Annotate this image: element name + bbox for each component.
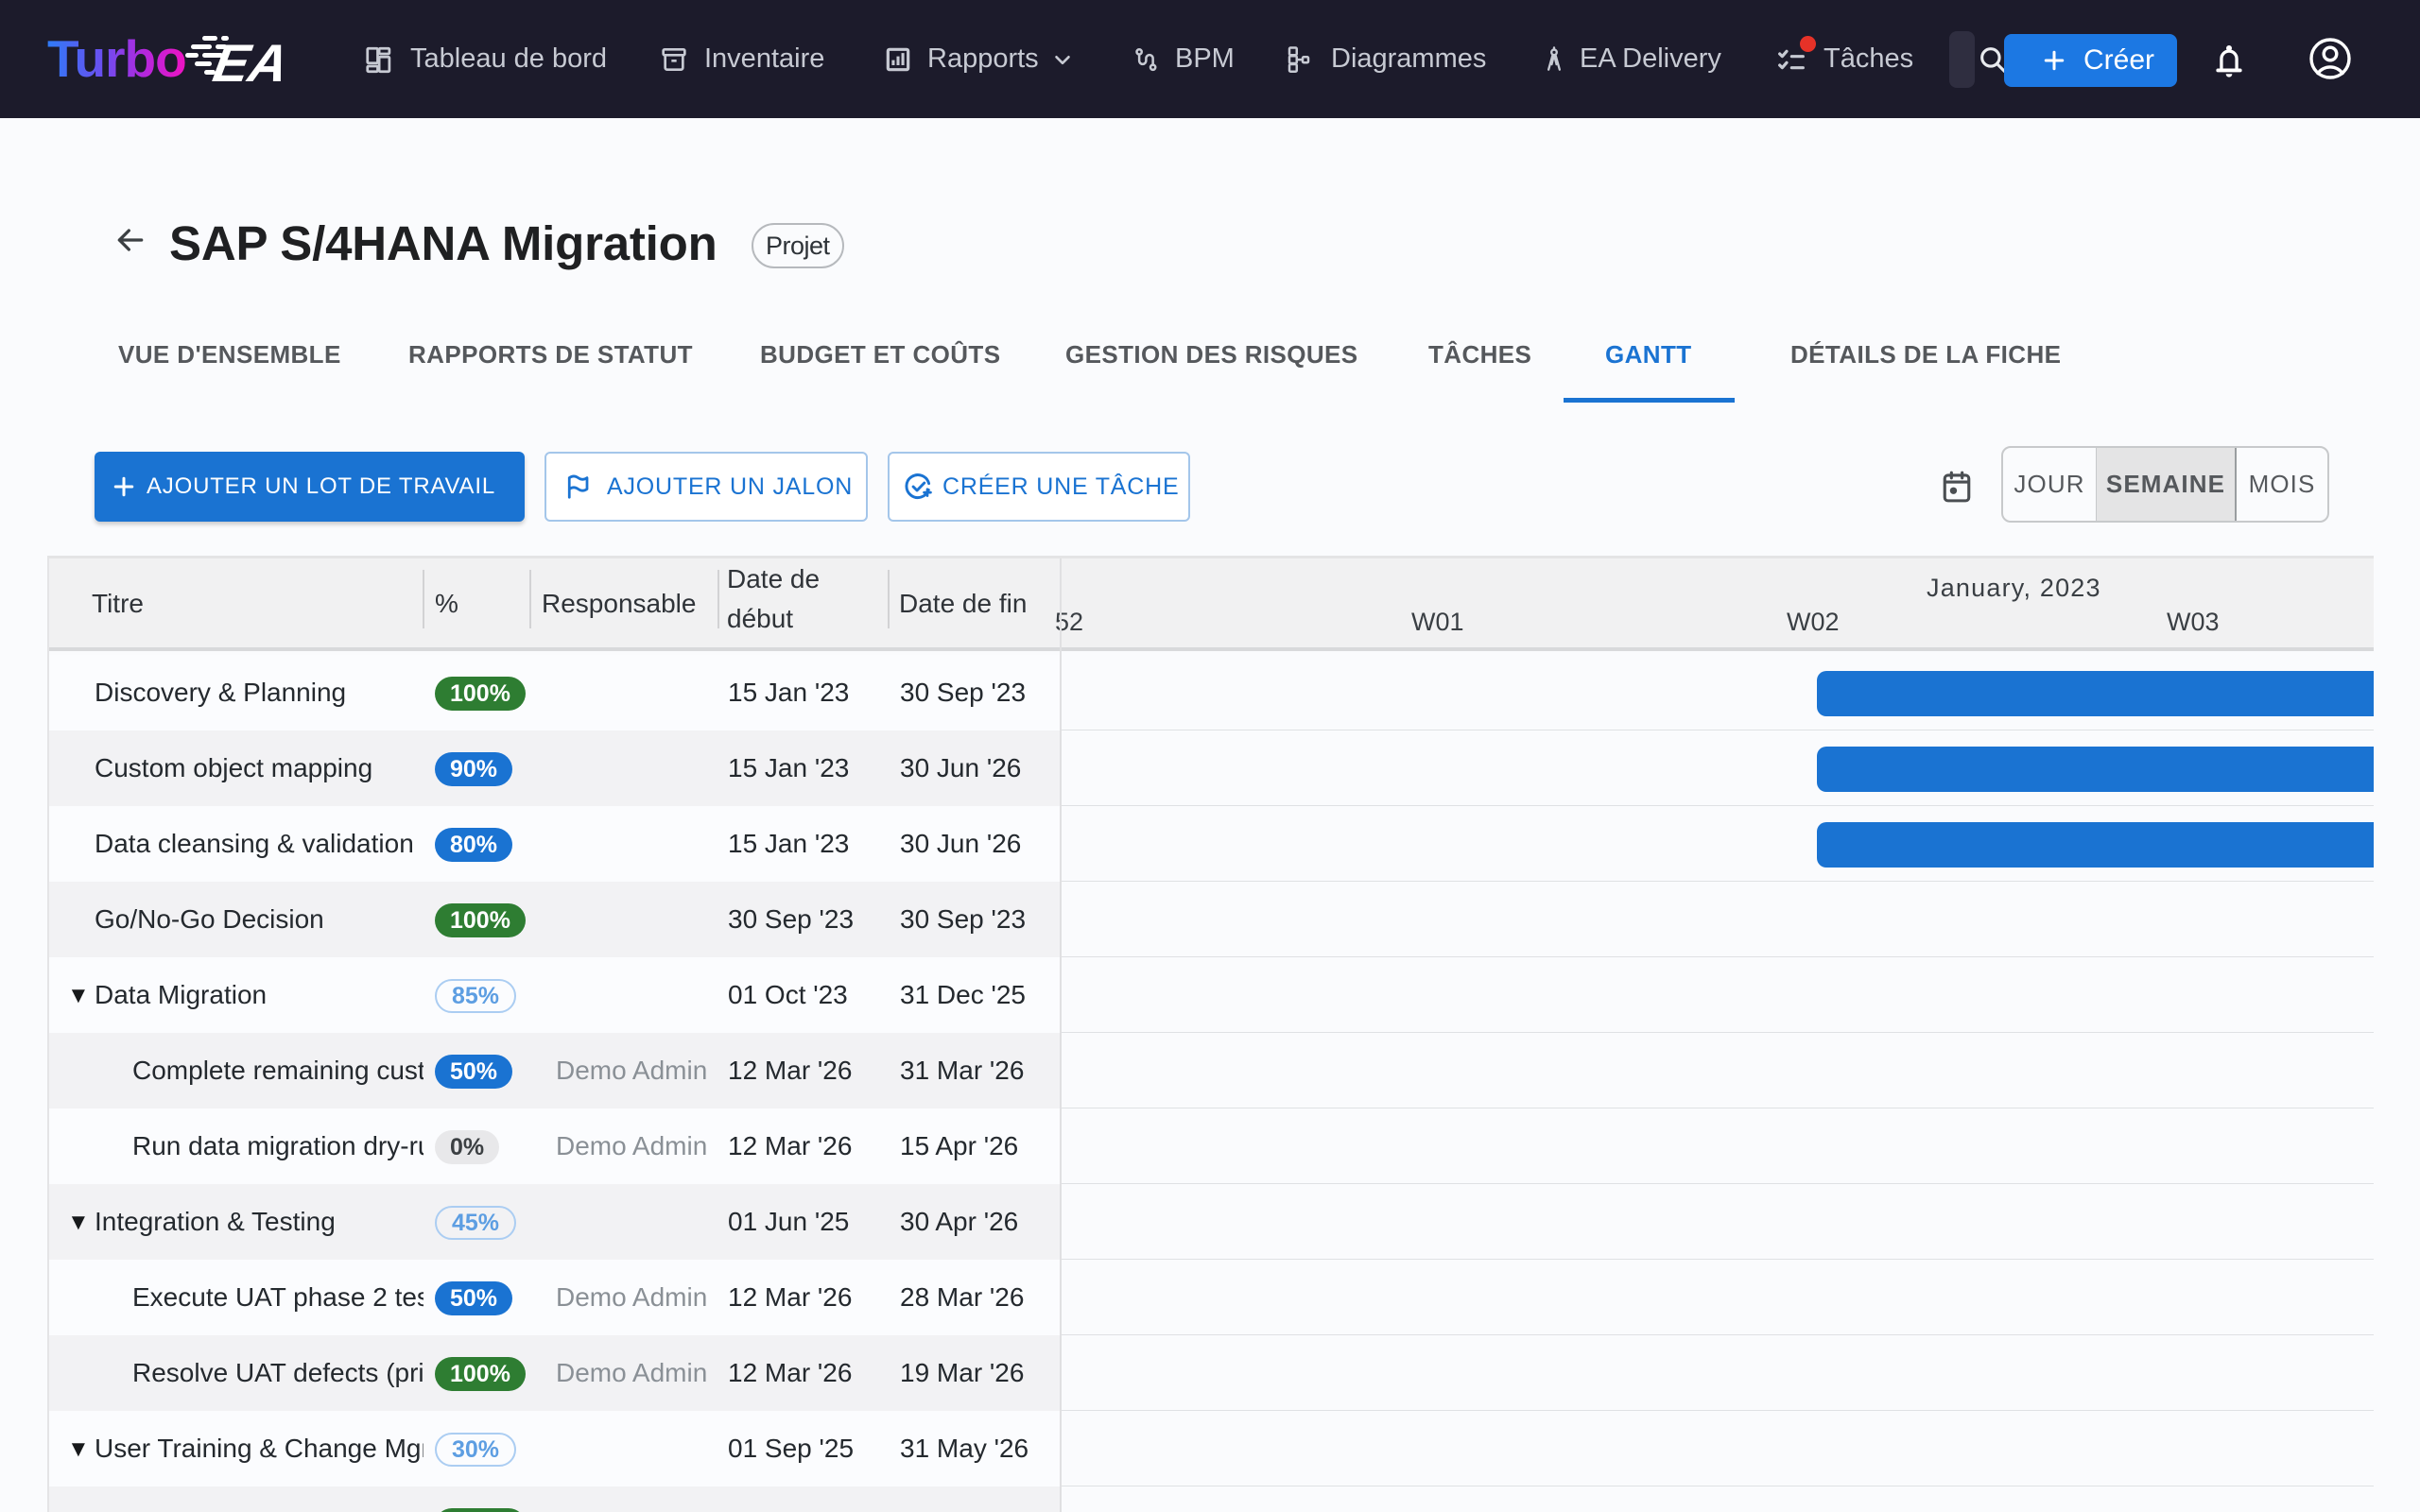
svg-text:EA: EA (209, 34, 291, 87)
